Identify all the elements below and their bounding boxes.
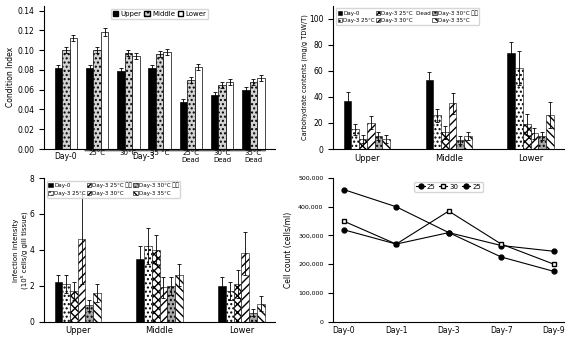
25 [393, 205, 400, 209]
Bar [382, 139, 390, 149]
Bar [164, 52, 171, 149]
Y-axis label: Cell count (cells/ml): Cell count (cells/ml) [284, 212, 292, 288]
Bar [538, 136, 546, 149]
Line: 25: 25 [341, 187, 556, 254]
Bar [175, 275, 183, 322]
Bar [242, 90, 249, 149]
Bar [234, 284, 241, 322]
25 [498, 255, 505, 259]
Line: 25: 25 [341, 227, 556, 274]
Bar [54, 68, 62, 149]
Bar [148, 68, 156, 149]
Bar [86, 68, 93, 149]
Bar [531, 133, 538, 149]
Bar [62, 284, 70, 322]
Bar [359, 139, 367, 149]
Bar [249, 313, 257, 322]
25 [550, 269, 557, 273]
Bar [448, 103, 456, 149]
Bar [160, 287, 168, 322]
Bar [93, 50, 101, 149]
25 [550, 249, 557, 253]
Bar [507, 53, 515, 149]
Bar [515, 68, 523, 149]
Text: Day-3: Day-3 [133, 152, 155, 161]
25 [445, 231, 452, 235]
Bar [226, 82, 233, 149]
Bar [136, 259, 144, 322]
Bar [152, 250, 160, 322]
Legend: Day-0, Day-3 25°C, Day-3 25°C  Dead, Day-3 30°C, Day-3 30°C 파사, Day-3 35°C: Day-0, Day-3 25°C, Day-3 25°C Dead, Day-… [336, 8, 479, 25]
Bar [70, 38, 77, 149]
Y-axis label: Infection intensity
(10⁵ cells/g gill tissue): Infection intensity (10⁵ cells/g gill ti… [13, 211, 28, 288]
30 [393, 242, 400, 246]
30 [550, 262, 557, 266]
Bar [54, 282, 62, 322]
Bar [241, 253, 249, 322]
Bar [219, 85, 226, 149]
Bar [464, 136, 472, 149]
Bar [257, 78, 265, 149]
Legend: Day-0, Day-3 25°C, Day-3 25°C 파사, Day-3 30°C, Day-3 30°C 파사, Day-3 35°C: Day-0, Day-3 25°C, Day-3 25°C 파사, Day-3 … [47, 181, 180, 197]
Bar [168, 286, 175, 322]
25 [445, 231, 452, 235]
Bar [62, 50, 70, 149]
Bar [78, 239, 85, 322]
Bar [211, 95, 219, 149]
Bar [180, 102, 187, 149]
Bar [144, 246, 152, 322]
Bar [257, 303, 265, 322]
Bar [249, 82, 257, 149]
30 [498, 242, 505, 246]
Bar [456, 140, 464, 149]
30 [445, 209, 452, 213]
Bar [117, 71, 125, 149]
Bar [426, 80, 433, 149]
Bar [156, 54, 164, 149]
Bar [93, 293, 101, 322]
Y-axis label: Condition Index: Condition Index [6, 47, 14, 107]
Bar [226, 291, 234, 322]
Bar [433, 115, 441, 149]
25 [340, 188, 347, 192]
Line: 30: 30 [341, 209, 556, 267]
Bar [375, 136, 382, 149]
Bar [85, 306, 93, 322]
Bar [523, 124, 531, 149]
Bar [194, 67, 202, 149]
Legend: Upper, Middle, Lower: Upper, Middle, Lower [111, 9, 208, 19]
Bar [344, 101, 351, 149]
25 [340, 228, 347, 232]
Text: Day-0: Day-0 [54, 152, 77, 161]
25 [498, 243, 505, 248]
Legend: 25, 30, 25: 25, 30, 25 [414, 181, 483, 192]
30 [340, 219, 347, 223]
Bar [101, 32, 108, 149]
Bar [132, 56, 140, 149]
Bar [125, 53, 132, 149]
Bar [351, 130, 359, 149]
Y-axis label: Carbohydrate contents (mg/g TDW/T): Carbohydrate contents (mg/g TDW/T) [301, 14, 308, 140]
Bar [546, 115, 554, 149]
Bar [70, 291, 78, 322]
Bar [187, 80, 194, 149]
Bar [367, 123, 375, 149]
25 [393, 242, 400, 246]
Bar [441, 132, 448, 149]
Bar [219, 286, 226, 322]
